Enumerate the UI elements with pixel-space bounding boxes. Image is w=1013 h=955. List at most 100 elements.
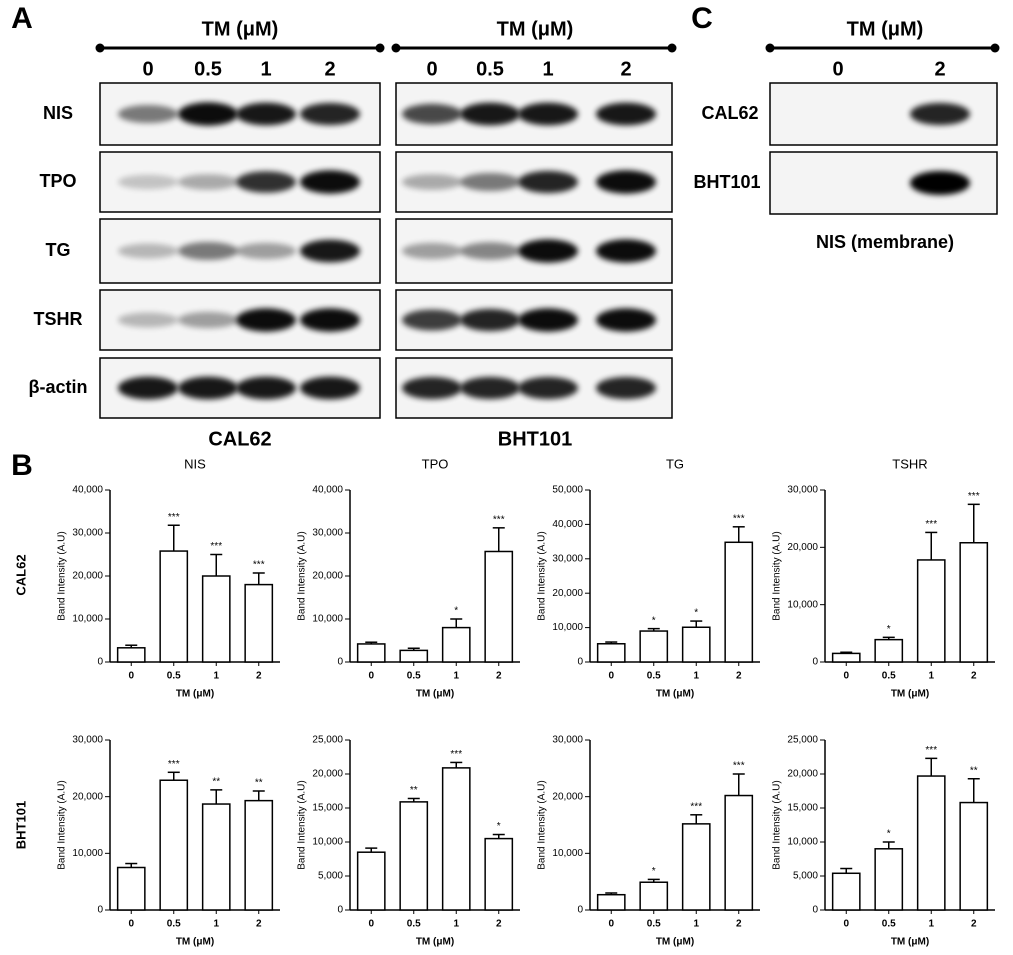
blot-band: [178, 102, 238, 126]
x-axis-label: TM (μM): [656, 689, 694, 700]
bar: [399, 801, 429, 911]
dose-label: 1: [260, 58, 271, 80]
x-tick-label: 0: [368, 671, 374, 682]
y-tick-label: 30,000: [552, 735, 583, 746]
x-axis-label: TM (μM): [176, 689, 214, 700]
x-tick-label: 0.5: [167, 919, 181, 930]
significance: ***: [168, 759, 180, 770]
y-tick-label: 10,000: [312, 837, 343, 848]
significance: *: [887, 829, 891, 840]
bar: [724, 794, 754, 911]
blot-row-label: TPO: [39, 171, 76, 191]
x-tick-label: 0: [128, 671, 134, 682]
bar: [959, 801, 989, 911]
blot-band: [402, 376, 462, 400]
header-dot: [375, 43, 385, 53]
bar: [724, 541, 754, 663]
y-axis-label: Band Intensity (A.U): [57, 780, 68, 869]
blot-band: [518, 376, 578, 400]
y-tick-label: 20,000: [72, 571, 103, 582]
bar: [874, 638, 904, 663]
y-tick-label: 20,000: [312, 769, 343, 780]
x-axis-label: TM (μM): [416, 937, 454, 948]
significance: *: [454, 606, 458, 617]
y-tick-label: 10,000: [552, 622, 583, 633]
header-dot: [95, 43, 105, 53]
x-tick-label: 2: [496, 671, 502, 682]
x-axis-label: TM (μM): [891, 937, 929, 948]
y-tick-label: 20,000: [787, 542, 818, 553]
x-tick-label: 2: [736, 919, 742, 930]
dose-label: 2: [324, 58, 335, 80]
y-tick-label: 25,000: [312, 735, 343, 746]
y-tick-label: 10,000: [787, 837, 818, 848]
y-tick-label: 10,000: [72, 614, 103, 625]
y-tick-label: 40,000: [72, 485, 103, 496]
bar: [484, 837, 514, 911]
blot-band: [402, 242, 462, 260]
blot-row-label: TG: [46, 240, 71, 260]
x-tick-label: 0.5: [882, 671, 896, 682]
blot-band: [118, 243, 178, 259]
y-tick-label: 0: [97, 657, 103, 668]
x-tick-label: 1: [453, 919, 459, 930]
blot-band: [518, 239, 578, 263]
header: TM (μM): [497, 18, 574, 40]
y-tick-label: 0: [812, 657, 818, 668]
significance: ***: [450, 749, 462, 760]
bar: [441, 767, 471, 911]
bar: [596, 893, 626, 911]
blot-band: [236, 102, 296, 126]
blot-band: [460, 376, 520, 400]
dose-label: 0: [426, 58, 437, 80]
x-tick-label: 1: [453, 671, 459, 682]
blot-band: [460, 102, 520, 126]
blot-band: [178, 174, 238, 190]
y-tick-label: 0: [337, 657, 343, 668]
y-tick-label: 0: [577, 657, 583, 668]
x-tick-label: 1: [928, 671, 934, 682]
header: TM (μM): [202, 18, 279, 40]
bar: [356, 851, 386, 911]
bar: [201, 575, 231, 663]
x-tick-label: 0.5: [407, 919, 421, 930]
bar: [159, 550, 189, 663]
dose-label: 1: [542, 58, 553, 80]
bar: [681, 823, 711, 911]
panel-letter: C: [691, 2, 713, 35]
significance: ***: [733, 513, 745, 524]
y-axis-label: Band Intensity (A.U): [772, 531, 783, 620]
blot-band: [236, 376, 296, 400]
blot-row-label: NIS: [43, 103, 73, 123]
y-tick-label: 40,000: [552, 519, 583, 530]
y-tick-label: 0: [812, 905, 818, 916]
blot-band: [910, 102, 970, 126]
x-axis-label: TM (μM): [891, 689, 929, 700]
dose-label: 0: [832, 58, 843, 80]
y-axis-label: Band Intensity (A.U): [772, 780, 783, 869]
y-tick-label: 15,000: [312, 803, 343, 814]
blot-band: [118, 376, 178, 400]
blot-band: [178, 311, 238, 329]
blot-band: [118, 174, 178, 190]
x-tick-label: 0.5: [407, 671, 421, 682]
dose-label: 0.5: [194, 58, 222, 80]
y-tick-label: 25,000: [787, 735, 818, 746]
y-axis-label: Band Intensity (A.U): [537, 780, 548, 869]
blot-band: [910, 171, 970, 195]
y-axis-label: Band Intensity (A.U): [57, 531, 68, 620]
y-axis-label: Band Intensity (A.U): [537, 531, 548, 620]
significance: **: [255, 778, 263, 789]
blot-band: [596, 239, 656, 263]
blot-band: [236, 171, 296, 193]
x-tick-label: 1: [213, 671, 219, 682]
blot-band: [300, 239, 360, 263]
significance: **: [410, 785, 418, 796]
bar: [244, 583, 274, 663]
y-tick-label: 10,000: [312, 614, 343, 625]
x-axis-label: TM (μM): [176, 937, 214, 948]
significance: *: [652, 615, 656, 626]
x-tick-label: 0: [368, 919, 374, 930]
header-dot: [391, 43, 401, 53]
x-tick-label: 0.5: [167, 671, 181, 682]
